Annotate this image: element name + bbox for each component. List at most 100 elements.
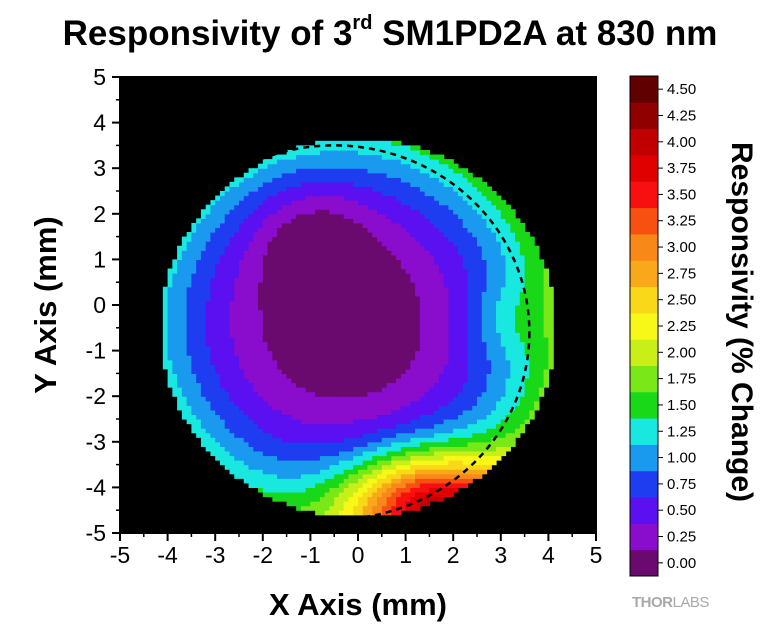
heatmap-cell xyxy=(372,222,378,229)
heatmap-cell xyxy=(210,263,216,270)
heatmap-cell xyxy=(467,450,473,457)
heatmap-cell xyxy=(215,332,221,338)
heatmap-cell xyxy=(315,441,321,447)
heatmap-cell xyxy=(486,227,492,233)
heatmap-cell xyxy=(348,423,354,429)
heatmap-cell xyxy=(329,268,335,274)
heatmap-cell xyxy=(496,400,502,406)
heatmap-cell xyxy=(300,209,307,215)
heatmap-cell xyxy=(424,200,430,206)
heatmap-cell xyxy=(167,332,173,338)
heatmap-cell xyxy=(362,268,369,274)
heatmap-cell xyxy=(386,464,392,470)
heatmap-cell xyxy=(305,181,311,188)
heatmap-cell xyxy=(300,295,307,302)
heatmap-cell xyxy=(224,346,231,352)
heatmap-cell xyxy=(286,204,292,210)
heatmap-cell xyxy=(210,428,216,434)
heatmap-cell xyxy=(400,159,407,165)
heatmap-cell xyxy=(200,341,207,347)
heatmap-cell xyxy=(358,419,364,425)
heatmap-cell xyxy=(457,450,464,457)
heatmap-cell xyxy=(381,350,388,356)
heatmap-cell xyxy=(324,172,331,178)
heatmap-cell xyxy=(315,218,321,224)
heatmap-cell xyxy=(353,209,359,215)
heatmap-cell xyxy=(500,432,507,438)
heatmap-cell xyxy=(205,254,212,260)
heatmap-cell xyxy=(381,181,388,188)
heatmap-cell xyxy=(234,350,240,356)
heatmap-cell xyxy=(291,232,297,238)
heatmap-cell xyxy=(400,314,407,320)
heatmap-cell xyxy=(405,145,411,151)
heatmap-cell xyxy=(310,209,316,215)
heatmap-cell xyxy=(367,300,373,306)
heatmap-cell xyxy=(272,336,278,343)
heatmap-cell xyxy=(181,396,188,402)
heatmap-cell xyxy=(167,295,173,302)
heatmap-cell xyxy=(405,154,411,160)
heatmap-cell xyxy=(305,209,311,215)
heatmap-cell xyxy=(277,282,283,288)
heatmap-cell xyxy=(296,200,302,206)
heatmap-cell xyxy=(434,181,440,188)
heatmap-cell xyxy=(377,428,383,434)
heatmap-cell xyxy=(496,327,502,333)
heatmap-cell xyxy=(243,350,250,356)
heatmap-cell xyxy=(200,432,207,438)
heatmap-cell xyxy=(343,149,350,156)
heatmap-cell xyxy=(253,478,259,484)
heatmap-cell xyxy=(239,277,245,283)
heatmap-cell xyxy=(181,350,188,356)
heatmap-cell xyxy=(415,332,421,338)
heatmap-cell xyxy=(353,309,359,315)
heatmap-cell xyxy=(262,168,269,174)
heatmap-cell xyxy=(253,282,259,288)
heatmap-cell xyxy=(424,350,430,356)
heatmap-cell xyxy=(338,491,345,498)
heatmap-cell xyxy=(224,250,231,256)
heatmap-cell xyxy=(491,305,497,311)
heatmap-cell xyxy=(453,295,459,302)
heatmap-cell xyxy=(486,305,492,311)
heatmap-cell xyxy=(272,423,278,429)
heatmap-cell xyxy=(338,268,345,274)
heatmap-cell xyxy=(334,241,340,247)
heatmap-cell xyxy=(315,140,321,146)
heatmap-cell xyxy=(372,377,378,384)
heatmap-cell xyxy=(324,391,331,397)
heatmap-cell xyxy=(315,332,321,338)
heatmap-cell xyxy=(300,368,307,374)
heatmap-cell xyxy=(472,300,478,306)
heatmap-cell xyxy=(438,491,445,498)
heatmap-cell xyxy=(457,432,464,438)
heatmap-cell xyxy=(281,200,288,206)
heatmap-cell xyxy=(224,405,231,411)
heatmap-cell xyxy=(196,377,202,384)
heatmap-cell xyxy=(367,382,373,388)
heatmap-cell xyxy=(391,460,397,466)
heatmap-cell xyxy=(400,332,407,338)
heatmap-cell xyxy=(438,181,445,188)
heatmap-cell xyxy=(381,140,388,146)
heatmap-cell xyxy=(377,254,383,260)
heatmap-cell xyxy=(319,355,326,361)
heatmap-cell xyxy=(305,222,311,229)
heatmap-cell xyxy=(324,282,331,288)
heatmap-cell xyxy=(191,259,197,265)
heatmap-cell xyxy=(329,305,335,311)
heatmap-cell xyxy=(239,305,245,311)
heatmap-cell xyxy=(405,409,411,416)
heatmap-cell xyxy=(234,227,240,233)
heatmap-cell xyxy=(310,336,316,343)
heatmap-cell xyxy=(300,501,307,507)
heatmap-cell xyxy=(310,341,316,347)
heatmap-cell xyxy=(234,364,240,370)
heatmap-cell xyxy=(205,409,212,416)
heatmap-cell xyxy=(258,428,264,434)
heatmap-cell xyxy=(462,405,469,411)
heatmap-cell xyxy=(424,159,430,165)
heatmap-cell xyxy=(291,336,297,343)
heatmap-cell xyxy=(248,414,254,420)
